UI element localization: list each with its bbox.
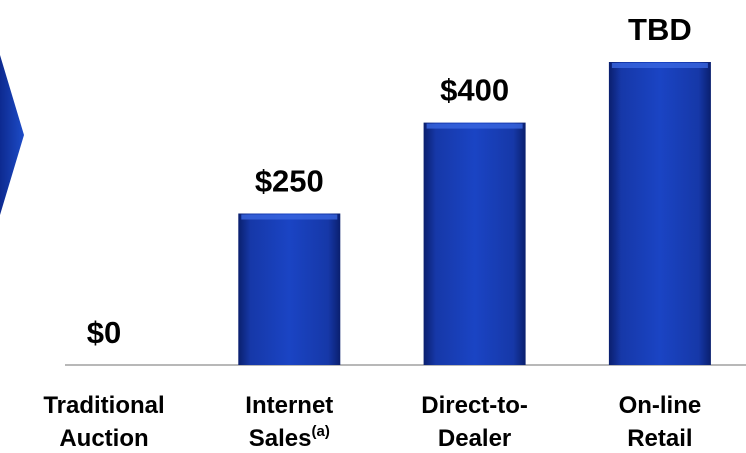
bar-group: [423, 122, 526, 365]
x-tick-line: On-line: [619, 392, 702, 419]
x-tick-line: Internet: [245, 392, 333, 419]
x-tick-label: Traditional Auction: [43, 392, 164, 452]
footnote-mark: (a): [311, 423, 329, 440]
value-label: $400: [440, 73, 509, 108]
bar-bevel: [426, 123, 523, 129]
x-tick-line: Auction: [59, 425, 148, 452]
x-tick-label: On-line Retail: [619, 392, 702, 452]
value-label: TBD: [628, 12, 692, 47]
bar-group: [608, 62, 711, 365]
x-tick-line: Traditional: [43, 392, 164, 419]
x-tick-label: Internet Sales(a): [245, 392, 333, 452]
value-label: $250: [255, 164, 324, 199]
value-label: $0: [87, 315, 121, 350]
x-tick-line: Dealer: [438, 425, 511, 452]
bar-bevel: [611, 63, 708, 68]
x-tick-line: Retail: [627, 425, 692, 452]
x-tick-label: Direct-to- Dealer: [421, 392, 528, 452]
bar: [423, 122, 526, 365]
bar: [238, 213, 341, 365]
chevron: [0, 55, 24, 215]
bar: [608, 62, 711, 365]
bar-bevel: [241, 214, 338, 220]
x-tick-line: Direct-to-: [421, 392, 528, 419]
bar-group: [238, 213, 341, 365]
x-tick-line: Sales: [249, 425, 312, 452]
